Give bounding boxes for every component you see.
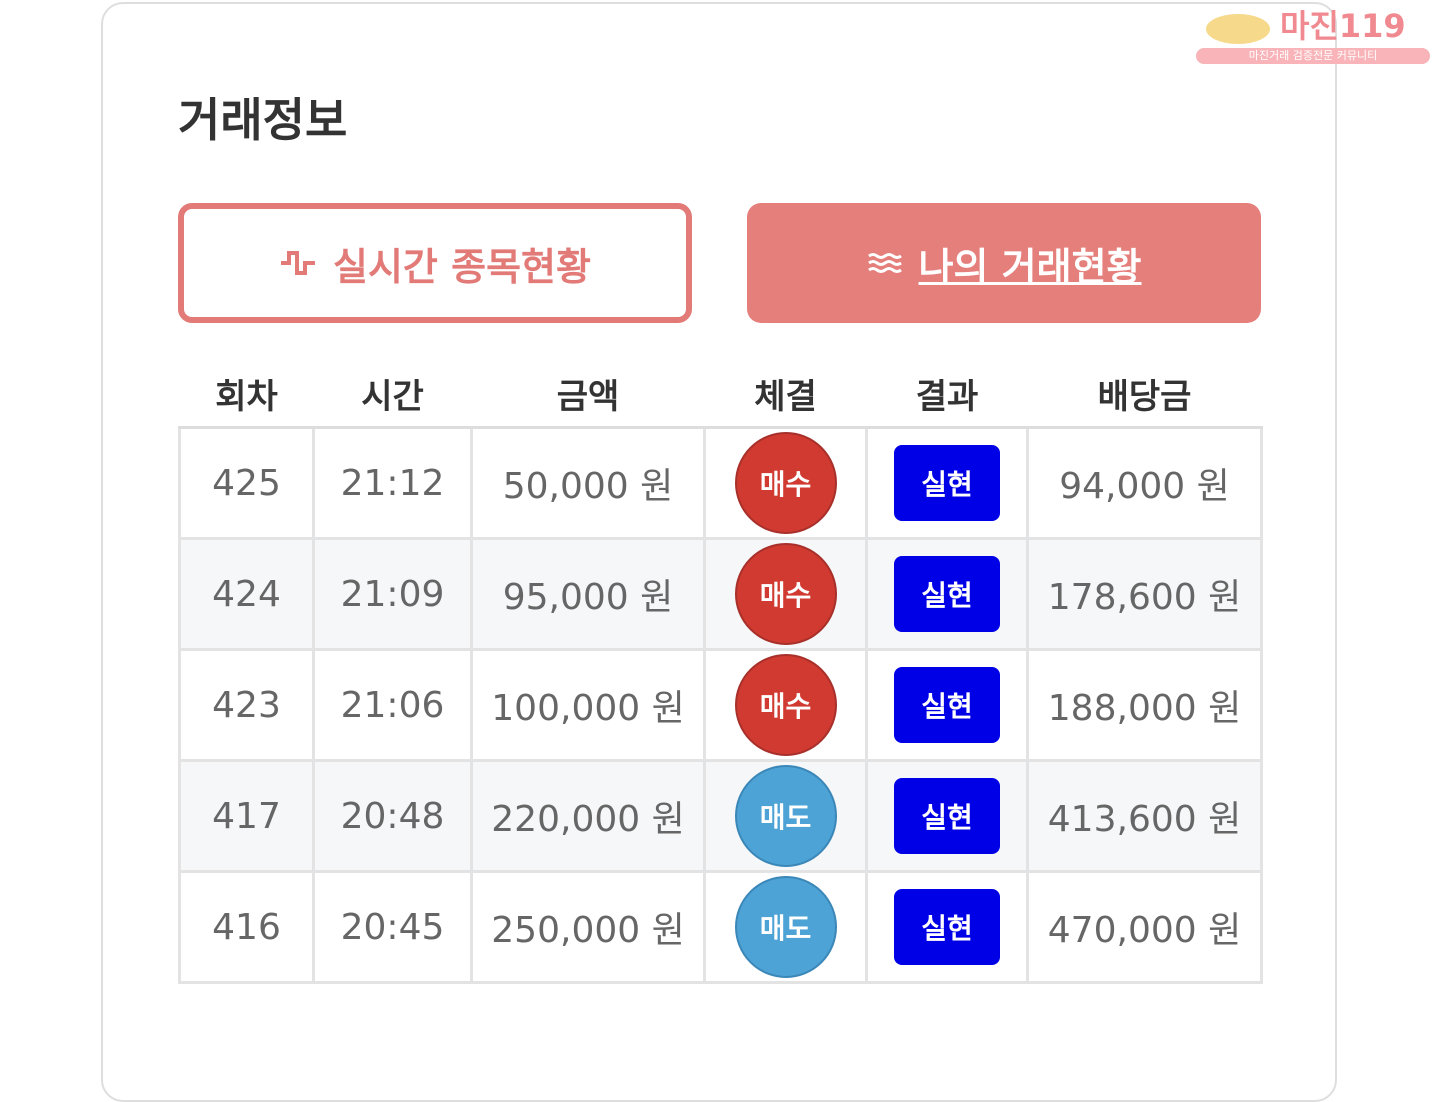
payout-cell: 413,600 원 — [1026, 759, 1263, 873]
time-cell: 21:09 — [312, 537, 473, 651]
sell-badge: 매도 — [734, 876, 837, 978]
side-cell: 매수 — [703, 648, 868, 762]
round-cell: 417 — [178, 759, 315, 873]
result-cell: 실현 — [865, 870, 1029, 984]
payout-cell: 188,000 원 — [1026, 648, 1263, 762]
column-header: 결과 — [866, 360, 1028, 429]
side-cell: 매도 — [703, 870, 868, 984]
page-title: 거래정보 — [178, 93, 348, 147]
pulse-icon — [281, 251, 316, 275]
result-badge: 실현 — [894, 889, 1000, 965]
result-cell: 실현 — [865, 759, 1029, 873]
amount-cell: 50,000 원 — [470, 426, 706, 540]
table-row: 416 20:45 250,000 원 매도 실현 470,000 원 — [178, 870, 1263, 984]
result-cell: 실현 — [865, 426, 1029, 540]
result-badge: 실현 — [894, 445, 1000, 521]
result-badge: 실현 — [894, 778, 1000, 854]
tab-label: 나의 거래현황 — [918, 244, 1142, 289]
round-cell: 424 — [178, 537, 315, 651]
sell-badge: 매도 — [734, 765, 837, 867]
time-cell: 20:48 — [312, 759, 473, 873]
column-header: 시간 — [313, 360, 472, 429]
side-cell: 매수 — [703, 426, 868, 540]
time-cell: 20:45 — [312, 870, 473, 984]
round-cell: 423 — [178, 648, 315, 762]
buy-badge: 매수 — [734, 654, 837, 756]
waves-icon — [867, 253, 902, 273]
emblem-icon — [1206, 14, 1270, 44]
result-cell: 실현 — [865, 537, 1029, 651]
table-row: 417 20:48 220,000 원 매도 실현 413,600 원 — [178, 759, 1263, 873]
side-cell: 매도 — [703, 759, 868, 873]
logo-name: 마진119 — [1280, 7, 1406, 45]
payout-cell: 94,000 원 — [1026, 426, 1263, 540]
amount-cell: 100,000 원 — [470, 648, 706, 762]
amount-cell: 95,000 원 — [470, 537, 706, 651]
tab-label: 실시간 종목현황 — [333, 244, 591, 289]
result-cell: 실현 — [865, 648, 1029, 762]
round-cell: 416 — [178, 870, 315, 984]
round-cell: 425 — [178, 426, 315, 540]
time-cell: 21:12 — [312, 426, 473, 540]
result-badge: 실현 — [894, 667, 1000, 743]
tab-realtime[interactable]: 실시간 종목현황 — [178, 203, 692, 323]
side-cell: 매수 — [703, 537, 868, 651]
payout-cell: 178,600 원 — [1026, 537, 1263, 651]
table-row: 425 21:12 50,000 원 매수 실현 94,000 원 — [178, 426, 1263, 540]
column-header: 체결 — [704, 360, 867, 429]
column-header: 배당금 — [1027, 360, 1262, 429]
trade-table: 회차 시간 금액 체결 결과 배당금 425 21:12 50,000 원 매수 실현 9… — [178, 360, 1263, 984]
result-badge: 실현 — [894, 556, 1000, 632]
logo-tagline: 마진거래 검증전문 커뮤니티 — [1196, 48, 1430, 64]
logo: 마진119 마진거래 검증전문 커뮤니티 — [1196, 4, 1430, 66]
table-row: 423 21:06 100,000 원 매수 실현 188,000 원 — [178, 648, 1263, 762]
tab-my-trades[interactable]: 나의 거래현황 — [747, 203, 1261, 323]
buy-badge: 매수 — [734, 432, 837, 534]
buy-badge: 매수 — [734, 543, 837, 645]
payout-cell: 470,000 원 — [1026, 870, 1263, 984]
column-header: 금액 — [471, 360, 705, 429]
table-row: 424 21:09 95,000 원 매수 실현 178,600 원 — [178, 537, 1263, 651]
amount-cell: 220,000 원 — [470, 759, 706, 873]
time-cell: 21:06 — [312, 648, 473, 762]
amount-cell: 250,000 원 — [470, 870, 706, 984]
column-header: 회차 — [179, 360, 314, 429]
